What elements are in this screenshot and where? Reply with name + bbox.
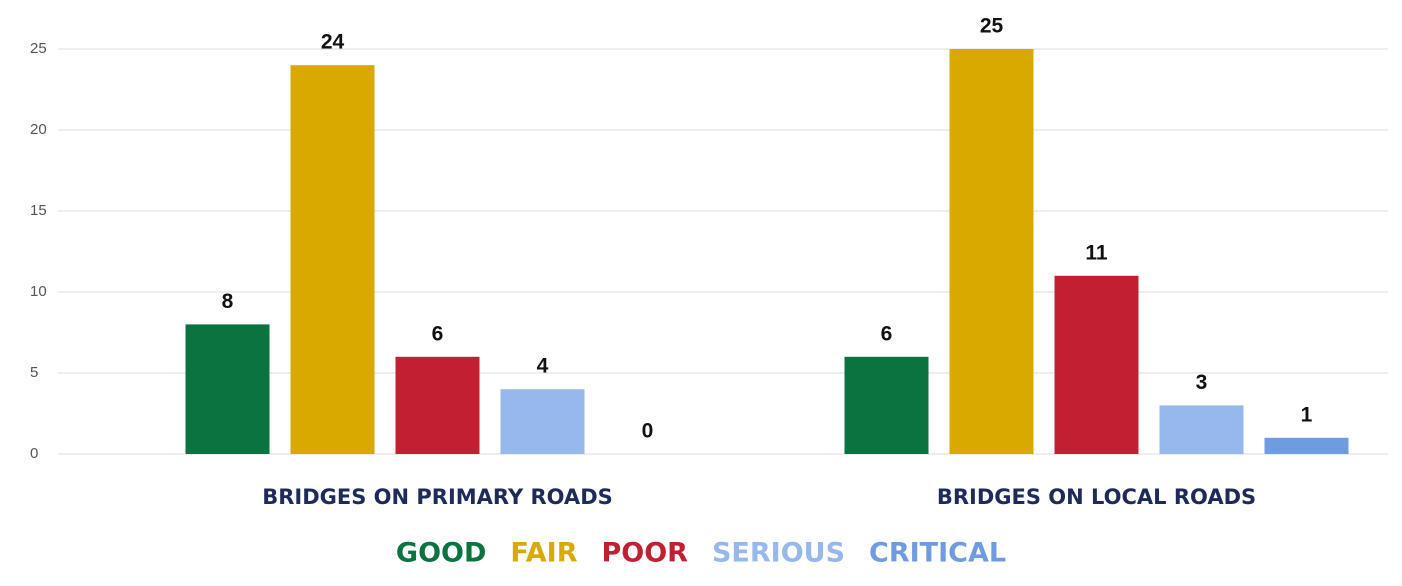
legend-label: SERIOUS — [712, 538, 845, 569]
bar — [1054, 275, 1139, 454]
bar — [500, 389, 585, 454]
y-tick-label: 0 — [30, 445, 38, 462]
value-label: 4 — [537, 355, 549, 378]
y-tick-label: 10 — [30, 283, 47, 300]
value-label: 0 — [642, 420, 654, 443]
y-tick-label: 15 — [30, 202, 47, 219]
value-label: 24 — [321, 31, 345, 54]
bar — [949, 49, 1034, 454]
value-label: 6 — [881, 322, 893, 345]
y-tick-label: 20 — [30, 121, 47, 138]
bar — [1159, 405, 1244, 454]
x-tick-label: BRIDGES ON PRIMARY ROADS — [262, 485, 613, 509]
legend-label: CRITICAL — [869, 538, 1006, 569]
bar — [290, 65, 375, 454]
y-tick-label: 5 — [30, 364, 38, 381]
legend-label: POOR — [601, 538, 688, 569]
bar — [1264, 437, 1349, 454]
y-tick-label: 25 — [30, 40, 47, 57]
value-label: 11 — [1085, 241, 1108, 264]
bar — [395, 356, 480, 454]
bar — [844, 356, 929, 454]
bar — [185, 324, 270, 454]
legend-label: GOOD — [396, 538, 486, 569]
value-label: 6 — [432, 322, 444, 345]
legend-label: FAIR — [510, 538, 577, 569]
value-label: 25 — [980, 15, 1004, 38]
value-label: 1 — [1301, 403, 1313, 426]
x-tick-label: BRIDGES ON LOCAL ROADS — [937, 485, 1256, 509]
value-label: 8 — [222, 290, 234, 313]
value-label: 3 — [1196, 371, 1208, 394]
